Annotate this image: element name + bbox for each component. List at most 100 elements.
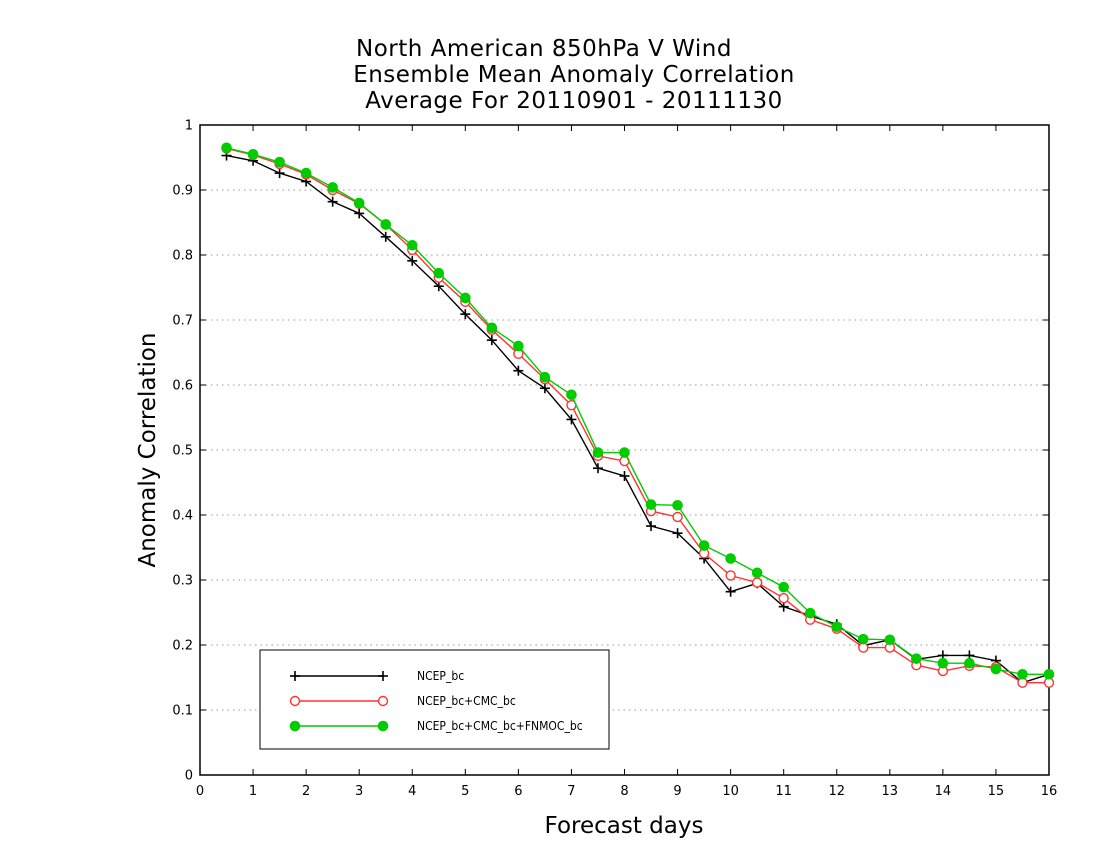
data-point: [831, 621, 843, 633]
data-point: [751, 567, 763, 579]
legend-marker: [377, 720, 389, 732]
data-point: [857, 633, 869, 645]
x-tick-label: 9: [673, 784, 681, 799]
legend: NCEP_bc NCEP_bc+CMC_bc NCEP_bc+CMC_bc+FNMO…: [259, 649, 610, 750]
y-tick-label: 0: [185, 769, 193, 784]
series-line: [226, 154, 1050, 684]
y-tick-label: 0.5: [172, 444, 193, 459]
data-point: [539, 371, 551, 383]
legend-label: NCEP_bc+CMC_bc: [417, 694, 516, 708]
data-point: [619, 447, 630, 458]
chart-title-line-1: North American 850hPa V Wind: [356, 36, 732, 62]
x-tick-label: 8: [620, 784, 628, 799]
data-point: [1043, 668, 1055, 680]
x-tick-label: 16: [1041, 784, 1058, 799]
legend-marker: [289, 695, 301, 707]
x-tick-label: 0: [196, 784, 204, 799]
legend-label: NCEP_bc: [417, 669, 464, 683]
data-point: [406, 239, 418, 251]
data-point: [619, 471, 630, 481]
data-point: [672, 499, 683, 511]
x-axis-label: Forecast days: [545, 813, 704, 839]
data-point: [751, 577, 763, 588]
legend-label: NCEP_bc+CMC_bc+FNMOC_bc: [417, 719, 583, 733]
data-point: [274, 168, 285, 179]
x-tick-label: 5: [461, 784, 469, 799]
data-point: [460, 309, 471, 320]
series-1: [221, 143, 1055, 688]
data-point: [354, 208, 365, 219]
data-point: [513, 340, 524, 352]
data-point: [380, 231, 391, 242]
x-tick-label: 4: [408, 784, 416, 799]
data-point: [486, 335, 497, 346]
legend-item: NCEP_bc+CMC_bc: [289, 694, 516, 708]
data-point: [433, 267, 445, 279]
x-tick-label: 1: [249, 784, 257, 799]
data-point: [645, 499, 657, 510]
legend-marker: [290, 671, 300, 681]
chart-title-line-3: Average For 20110901 - 20111130: [365, 88, 783, 114]
series-line: [226, 147, 1049, 675]
data-point: [672, 528, 683, 539]
x-tick-label: 12: [828, 784, 845, 799]
legend-item: NCEP_bc: [290, 669, 464, 683]
y-tick-label: 0.9: [172, 184, 193, 199]
data-point: [725, 570, 736, 581]
data-point: [247, 148, 259, 160]
x-tick-label: 7: [567, 784, 575, 799]
y-tick-label: 0.1: [172, 704, 193, 719]
data-point: [725, 586, 736, 597]
series-line: [226, 147, 1049, 684]
x-tick-label: 11: [775, 784, 792, 799]
data-point: [513, 365, 524, 376]
data-point: [778, 593, 789, 604]
x-tick-label: 6: [514, 784, 522, 799]
y-tick-label: 0.3: [172, 574, 193, 589]
data-point: [460, 292, 471, 304]
legend-marker: [378, 671, 388, 681]
y-tick-label: 0.6: [172, 379, 193, 394]
data-point: [486, 322, 498, 334]
x-tick-label: 10: [722, 784, 739, 799]
data-point: [407, 255, 418, 266]
x-tick-label: 3: [355, 784, 363, 799]
series-2: [221, 142, 1055, 680]
data-point: [566, 414, 577, 425]
data-point: [592, 463, 603, 474]
y-axis-label: Anomaly Correlation: [135, 332, 161, 567]
data-point: [221, 142, 232, 154]
x-tick-label: 14: [935, 784, 952, 799]
data-point: [804, 607, 816, 619]
data-point: [990, 663, 1002, 675]
data-point: [566, 389, 577, 401]
data-point: [327, 196, 338, 207]
y-tick-label: 0.2: [172, 639, 193, 654]
data-point: [884, 634, 896, 646]
x-tick-label: 2: [302, 784, 310, 799]
y-tick-label: 1: [185, 119, 193, 134]
chart-title-line-2: Ensemble Mean Anomaly Correlation: [353, 62, 795, 88]
data-point: [380, 219, 392, 230]
data-point: [300, 167, 312, 179]
data-point: [698, 540, 710, 551]
x-tick-label: 13: [882, 784, 899, 799]
data-point: [327, 182, 338, 193]
legend-box: [259, 649, 610, 750]
y-tick-label: 0.7: [172, 314, 193, 329]
series-lines: [221, 142, 1055, 688]
data-point: [592, 447, 604, 458]
data-point: [911, 653, 922, 664]
data-point: [646, 521, 657, 532]
legend-marker: [289, 720, 301, 732]
data-point: [539, 383, 550, 394]
data-point: [672, 511, 683, 523]
axis-ticks: 00.10.20.30.40.50.60.70.80.910 1 2 3 4 5 6 7 8 9 1…: [172, 119, 1057, 800]
data-point: [964, 657, 975, 669]
data-point: [937, 657, 949, 669]
series-0: [221, 150, 1054, 688]
data-point: [725, 553, 736, 564]
legend-marker: [377, 695, 389, 707]
